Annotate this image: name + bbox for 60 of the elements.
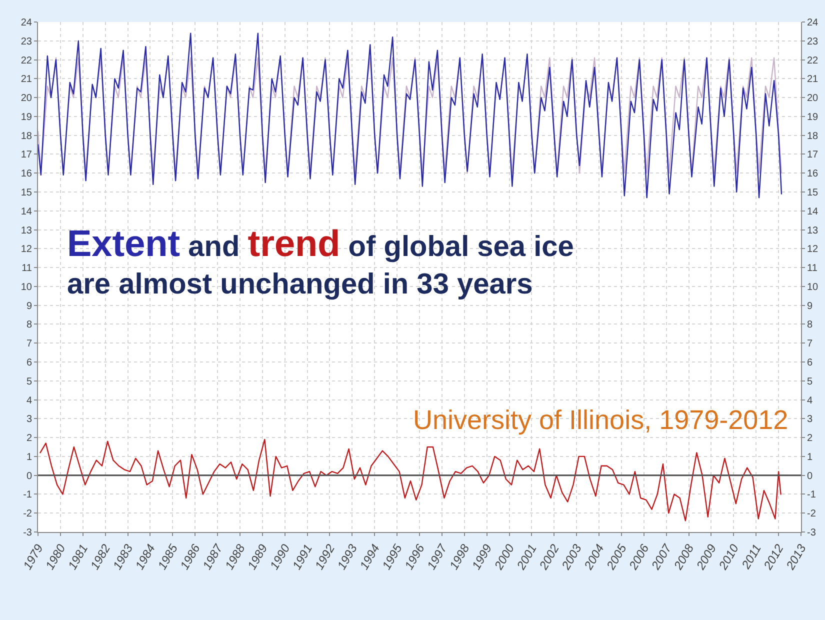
y2-tick-label: 16	[807, 168, 819, 180]
y-tick-label: 0	[26, 470, 32, 482]
y-tick-label: 15	[20, 188, 32, 198]
y2-tick-label: 8	[807, 320, 813, 331]
y2-tick-label: 20	[807, 93, 819, 104]
y2-tick-label: 6	[807, 358, 813, 368]
y2-tick-label: 18	[807, 130, 819, 142]
y-tick-label: -3	[23, 528, 32, 538]
text: Extent and trend of global sea ice are almost unchanged in 33 years	[67, 223, 574, 301]
y-tick-label: 22	[20, 55, 32, 66]
y-tick-label: 23	[20, 36, 32, 48]
y-tick-label: 9	[26, 300, 32, 312]
y-tick-label: 14	[20, 206, 32, 218]
y-tick-label: 17	[20, 150, 32, 161]
y2-tick-label: 12	[807, 244, 819, 256]
y2-tick-label: 22	[807, 55, 819, 66]
y-tick-label: 8	[26, 320, 32, 331]
y-tick-label: 16	[20, 168, 32, 180]
y2-tick-label: 19	[807, 112, 819, 123]
y2-tick-label: 14	[807, 206, 819, 218]
y-tick-label: 24	[20, 18, 32, 28]
y2-tick-label: -3	[807, 528, 816, 538]
y2-tick-label: -1	[807, 490, 816, 501]
y2-tick-label: 0	[807, 470, 813, 482]
y2-tick-label: 23	[807, 36, 819, 48]
y-tick-label: 13	[20, 225, 32, 236]
y2-tick-label: 1	[807, 452, 813, 463]
y-tick-label: 20	[20, 93, 32, 104]
y2-tick-label: -2	[807, 508, 816, 520]
y-tick-label: -2	[23, 508, 32, 520]
y-tick-label: 21	[20, 74, 32, 86]
y2-tick-label: 11	[807, 263, 818, 274]
y-tick-label: 3	[26, 414, 32, 426]
y-tick-label: 11	[22, 263, 32, 274]
y2-tick-label: 13	[807, 225, 819, 236]
y-tick-label: 10	[20, 282, 32, 293]
y2-tick-label: 2	[807, 433, 813, 444]
y2-tick-label: 24	[807, 18, 819, 28]
y2-tick-label: 7	[807, 338, 813, 350]
y-tick-label: 18	[20, 130, 32, 142]
y-tick-label: 7	[26, 338, 32, 350]
y-tick-label: 5	[26, 376, 32, 388]
y-tick-label: -1	[23, 490, 32, 501]
y2-tick-label: 9	[807, 300, 813, 312]
y-tick-label: 1	[26, 452, 32, 463]
y2-tick-label: 10	[807, 282, 819, 293]
y2-tick-label: 15	[807, 188, 819, 198]
y2-tick-label: 3	[807, 414, 813, 426]
line-series	[40, 438, 782, 522]
y-tick-label: 12	[20, 244, 32, 256]
line-series	[38, 32, 782, 198]
y-tick-label: 19	[20, 112, 32, 123]
y2-tick-label: 21	[807, 74, 819, 86]
y2-tick-label: 5	[807, 376, 813, 388]
annotation: University of Illinois, 1979-2012	[413, 405, 788, 435]
y2-tick-label: 17	[807, 150, 819, 161]
y2-tick-label: 4	[807, 395, 813, 406]
y-tick-label: 6	[26, 358, 32, 368]
y-tick-label: 4	[26, 395, 32, 406]
y-tick-label: 2	[26, 433, 32, 444]
